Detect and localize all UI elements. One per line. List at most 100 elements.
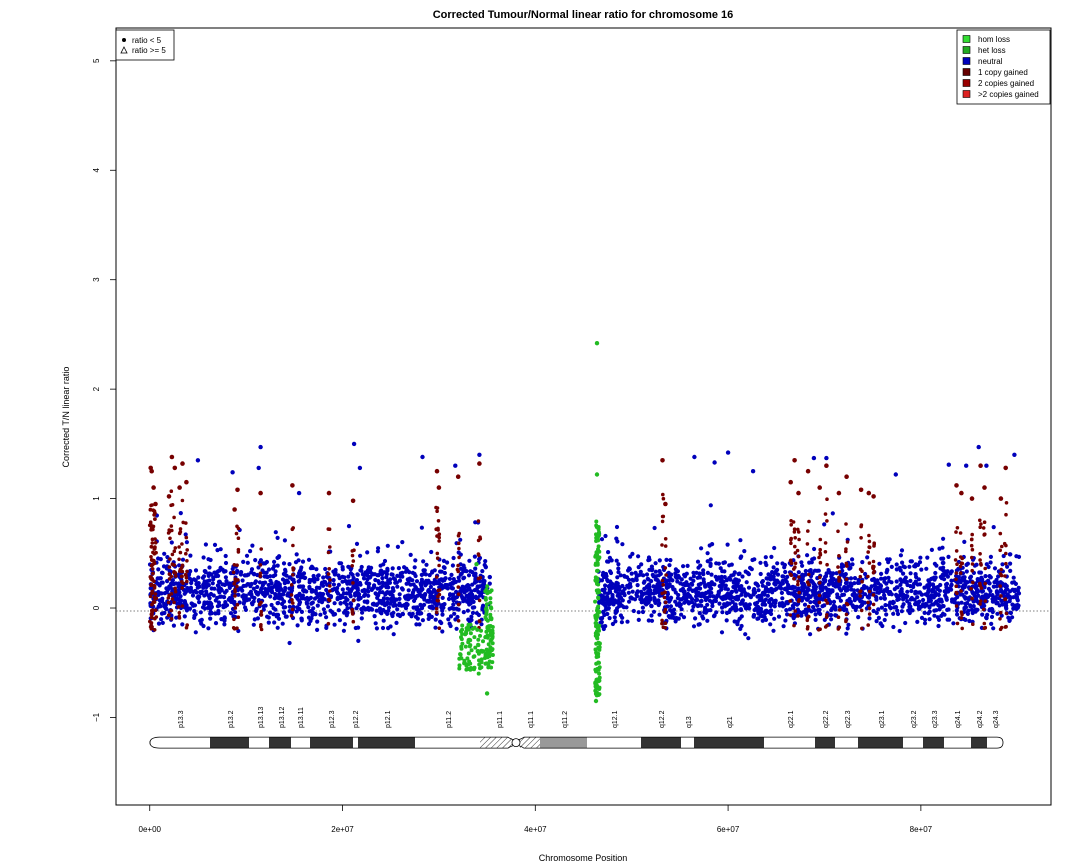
- gain-point: [476, 552, 481, 556]
- het-loss-point: [484, 647, 489, 652]
- neutral-point: [743, 632, 748, 637]
- gain-point: [259, 609, 264, 614]
- neutral-point: [608, 569, 613, 574]
- ideogram-band: [480, 737, 512, 749]
- gain-point: [291, 601, 295, 605]
- neutral-point: [272, 620, 277, 625]
- gain-point: [978, 525, 982, 529]
- neutral-point: [395, 584, 400, 589]
- neutral-point: [900, 604, 905, 609]
- neutral-point: [685, 592, 690, 597]
- neutral-point: [842, 572, 847, 578]
- neutral-point: [629, 595, 634, 600]
- het-loss-point: [597, 671, 602, 676]
- het-loss-point: [594, 579, 599, 584]
- neutral-point: [470, 610, 476, 616]
- neutral-point: [830, 511, 835, 516]
- het-loss-point: [484, 609, 489, 614]
- neutral-point: [812, 568, 818, 573]
- neutral-point: [862, 600, 867, 605]
- het-loss-point: [484, 654, 489, 659]
- neutral-point: [883, 603, 888, 608]
- neutral-point: [365, 588, 370, 593]
- neutral-point: [974, 562, 979, 567]
- gain-point: [867, 561, 872, 565]
- neutral-point: [980, 612, 985, 617]
- neutral-point: [473, 520, 478, 525]
- neutral-point: [746, 585, 752, 590]
- neutral-point: [677, 604, 683, 609]
- legend-label: >2 copies gained: [978, 90, 1039, 99]
- neutral-point: [315, 619, 320, 624]
- neutral-point: [475, 584, 480, 589]
- neutral-point: [725, 602, 730, 608]
- gain-point: [970, 568, 974, 573]
- neutral-point: [638, 569, 643, 575]
- neutral-point: [829, 617, 834, 622]
- neutral-point: [358, 595, 363, 601]
- neutral-point: [215, 583, 220, 588]
- neutral-point: [908, 571, 913, 576]
- neutral-point: [601, 609, 606, 614]
- het-loss-point: [479, 628, 483, 633]
- neutral-point: [341, 591, 346, 596]
- neutral-point: [427, 573, 432, 578]
- het-loss-point: [594, 680, 599, 685]
- neutral-point: [636, 565, 641, 570]
- neutral-point: [1010, 580, 1015, 585]
- neutral-point: [287, 640, 292, 646]
- gain-point: [436, 528, 440, 532]
- neutral-point: [182, 591, 187, 596]
- neutral-point: [215, 548, 220, 553]
- het-loss-point: [488, 596, 493, 601]
- neutral-point: [409, 593, 414, 598]
- gain-point: [866, 574, 870, 579]
- gain-point: [837, 576, 842, 580]
- het-loss-point: [594, 519, 599, 524]
- legend-label: neutral: [978, 57, 1003, 66]
- gain-point: [836, 565, 840, 569]
- gain-point: [350, 607, 355, 612]
- neutral-point: [295, 623, 300, 628]
- neutral-point: [606, 602, 612, 607]
- neutral-point: [369, 587, 374, 593]
- neutral-point: [227, 596, 232, 601]
- neutral-point: [941, 536, 946, 541]
- neutral-point: [932, 590, 938, 595]
- neutral-point: [600, 624, 605, 629]
- neutral-point: [200, 575, 205, 580]
- neutral-point: [941, 565, 946, 570]
- gain-point: [867, 606, 872, 611]
- neutral-point: [901, 571, 906, 576]
- gain-point: [663, 537, 668, 541]
- gain-point: [792, 567, 796, 571]
- neutral-point: [603, 583, 608, 588]
- gain-point: [823, 512, 828, 516]
- gain-point: [177, 611, 182, 615]
- gain-point: [436, 519, 441, 523]
- neutral-point: [372, 614, 377, 619]
- gain-point: [959, 616, 964, 620]
- gain-point: [177, 557, 181, 562]
- neutral-point: [690, 588, 696, 593]
- het-loss-point: [596, 595, 601, 600]
- neutral-point: [931, 602, 936, 607]
- neutral-point: [337, 618, 342, 623]
- neutral-point: [767, 597, 773, 603]
- gain-point: [836, 529, 840, 534]
- neutral-point: [808, 568, 813, 573]
- neutral-point: [414, 579, 420, 584]
- neutral-point: [697, 571, 702, 576]
- neutral-point: [198, 610, 203, 615]
- gain-point: [154, 550, 158, 555]
- gain-point: [456, 602, 461, 607]
- gain-point: [844, 618, 848, 622]
- neutral-point: [772, 616, 777, 621]
- gain-point: [793, 561, 798, 566]
- neutral-point: [202, 600, 207, 605]
- het-loss-point: [466, 627, 471, 632]
- het-loss-point: [481, 639, 485, 644]
- het-loss-point: [594, 692, 599, 697]
- neutral-point: [407, 570, 412, 575]
- gain-point: [328, 545, 332, 549]
